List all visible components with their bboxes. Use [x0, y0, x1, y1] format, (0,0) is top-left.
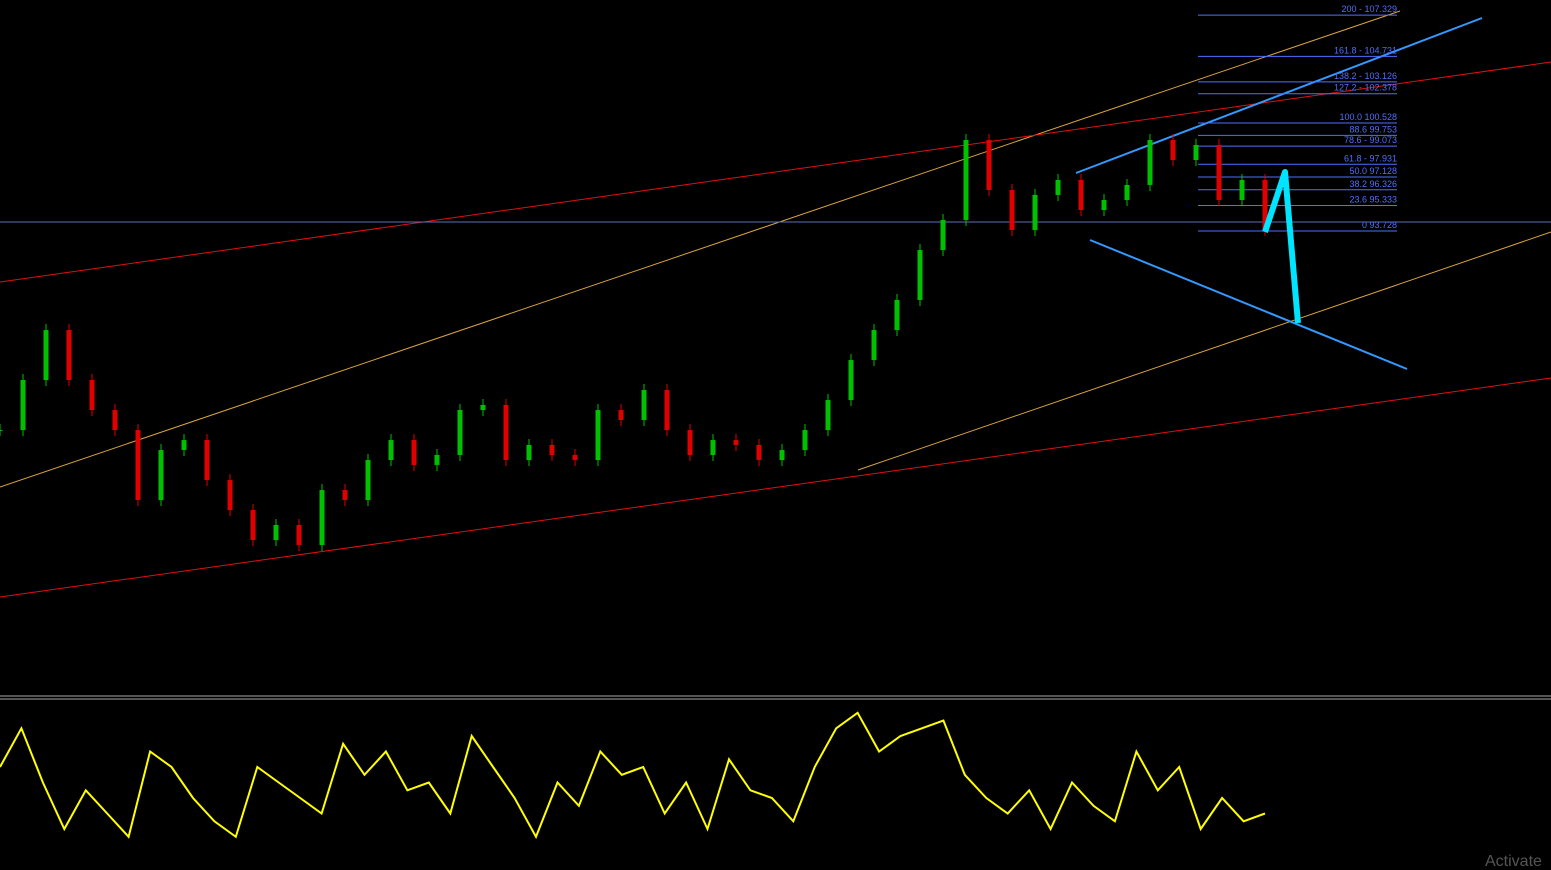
candle-body: [388, 440, 394, 461]
candle-body: [503, 404, 509, 461]
channel-line: [1075, 17, 1483, 174]
candle-body: [917, 250, 923, 301]
trend-line: [857, 231, 1551, 471]
candle-body: [825, 400, 831, 431]
candle-body: [411, 440, 417, 465]
candle-body: [273, 524, 279, 541]
trend-line: [0, 10, 1401, 488]
candle-body: [319, 490, 325, 545]
candle-body: [135, 430, 141, 501]
candle-body: [158, 450, 164, 501]
fib-label: 138.2 - 103.126: [1334, 71, 1397, 81]
marks: 200 - 107.329 161.8 - 104.731 138.2 - 103.…: [0, 4, 1397, 840]
candle-body: [1055, 180, 1061, 195]
candle-body: [43, 330, 49, 381]
fib-label: 127.2 - 102.378: [1334, 83, 1397, 93]
candle-body: [1009, 190, 1015, 231]
candle-body: [434, 454, 440, 465]
fib-label: 61.8 - 97.931: [1344, 153, 1397, 163]
trend-line: [0, 61, 1551, 283]
candle-body: [733, 440, 739, 445]
candle-body: [618, 410, 624, 421]
candle-body: [1262, 180, 1268, 231]
candle-body: [894, 300, 900, 331]
candle-body: [66, 330, 72, 381]
channel-line: [1089, 239, 1408, 370]
fib-label: 78.6 - 99.073: [1344, 135, 1397, 145]
candle-body: [342, 490, 348, 501]
candle-body: [181, 440, 187, 451]
candle-body: [89, 380, 95, 411]
candle-body: [204, 440, 210, 481]
candle-body: [871, 330, 877, 361]
candle-body: [779, 450, 785, 461]
candle-body: [802, 430, 808, 451]
candle-body: [250, 510, 256, 541]
candle-body: [687, 430, 693, 455]
indicator-line: [0, 711, 1266, 840]
candle-body: [595, 410, 601, 461]
watermark: Activate: [1485, 853, 1542, 870]
candle-body: [963, 140, 969, 221]
candle-body: [1216, 144, 1222, 201]
candle-body: [1239, 180, 1245, 201]
candle-body: [227, 480, 233, 511]
fib-label: 38.2 96.326: [1349, 179, 1397, 189]
projection-arrow: [1262, 169, 1301, 324]
candle-body: [940, 220, 946, 251]
candle-body: [641, 390, 647, 421]
fib-label: 100.0 100.528: [1339, 112, 1397, 122]
candle-body: [549, 444, 555, 455]
candle-body: [1032, 194, 1038, 231]
candle-body: [20, 380, 26, 431]
candle-body: [1101, 200, 1107, 211]
candle-body: [526, 444, 532, 461]
fib-label: 200 - 107.329: [1341, 4, 1397, 14]
candle-body: [986, 140, 992, 191]
candle-body: [1193, 144, 1199, 161]
fib-label: 0 93.728: [1362, 220, 1397, 230]
candle-body: [664, 390, 670, 431]
candle-body: [480, 404, 486, 411]
fib-label: 50.0 97.128: [1349, 166, 1397, 176]
fib-label: 88.6 99.753: [1349, 124, 1397, 134]
candle-body: [756, 444, 762, 461]
candle-body: [365, 460, 371, 501]
candle-body: [572, 454, 578, 461]
candle-body: [1147, 140, 1153, 185]
candle-body: [1078, 180, 1084, 211]
trend-line: [0, 377, 1551, 598]
candle-body: [0, 430, 3, 432]
candle-body: [1124, 184, 1130, 201]
candle-body: [296, 524, 302, 545]
candle-body: [710, 440, 716, 455]
candle-body: [112, 410, 118, 431]
candle-body: [848, 360, 854, 401]
fib-label: 23.6 95.333: [1349, 195, 1397, 205]
candle-body: [457, 410, 463, 455]
fib-label: 161.8 - 104.731: [1334, 45, 1397, 55]
candle-body: [1170, 140, 1176, 161]
